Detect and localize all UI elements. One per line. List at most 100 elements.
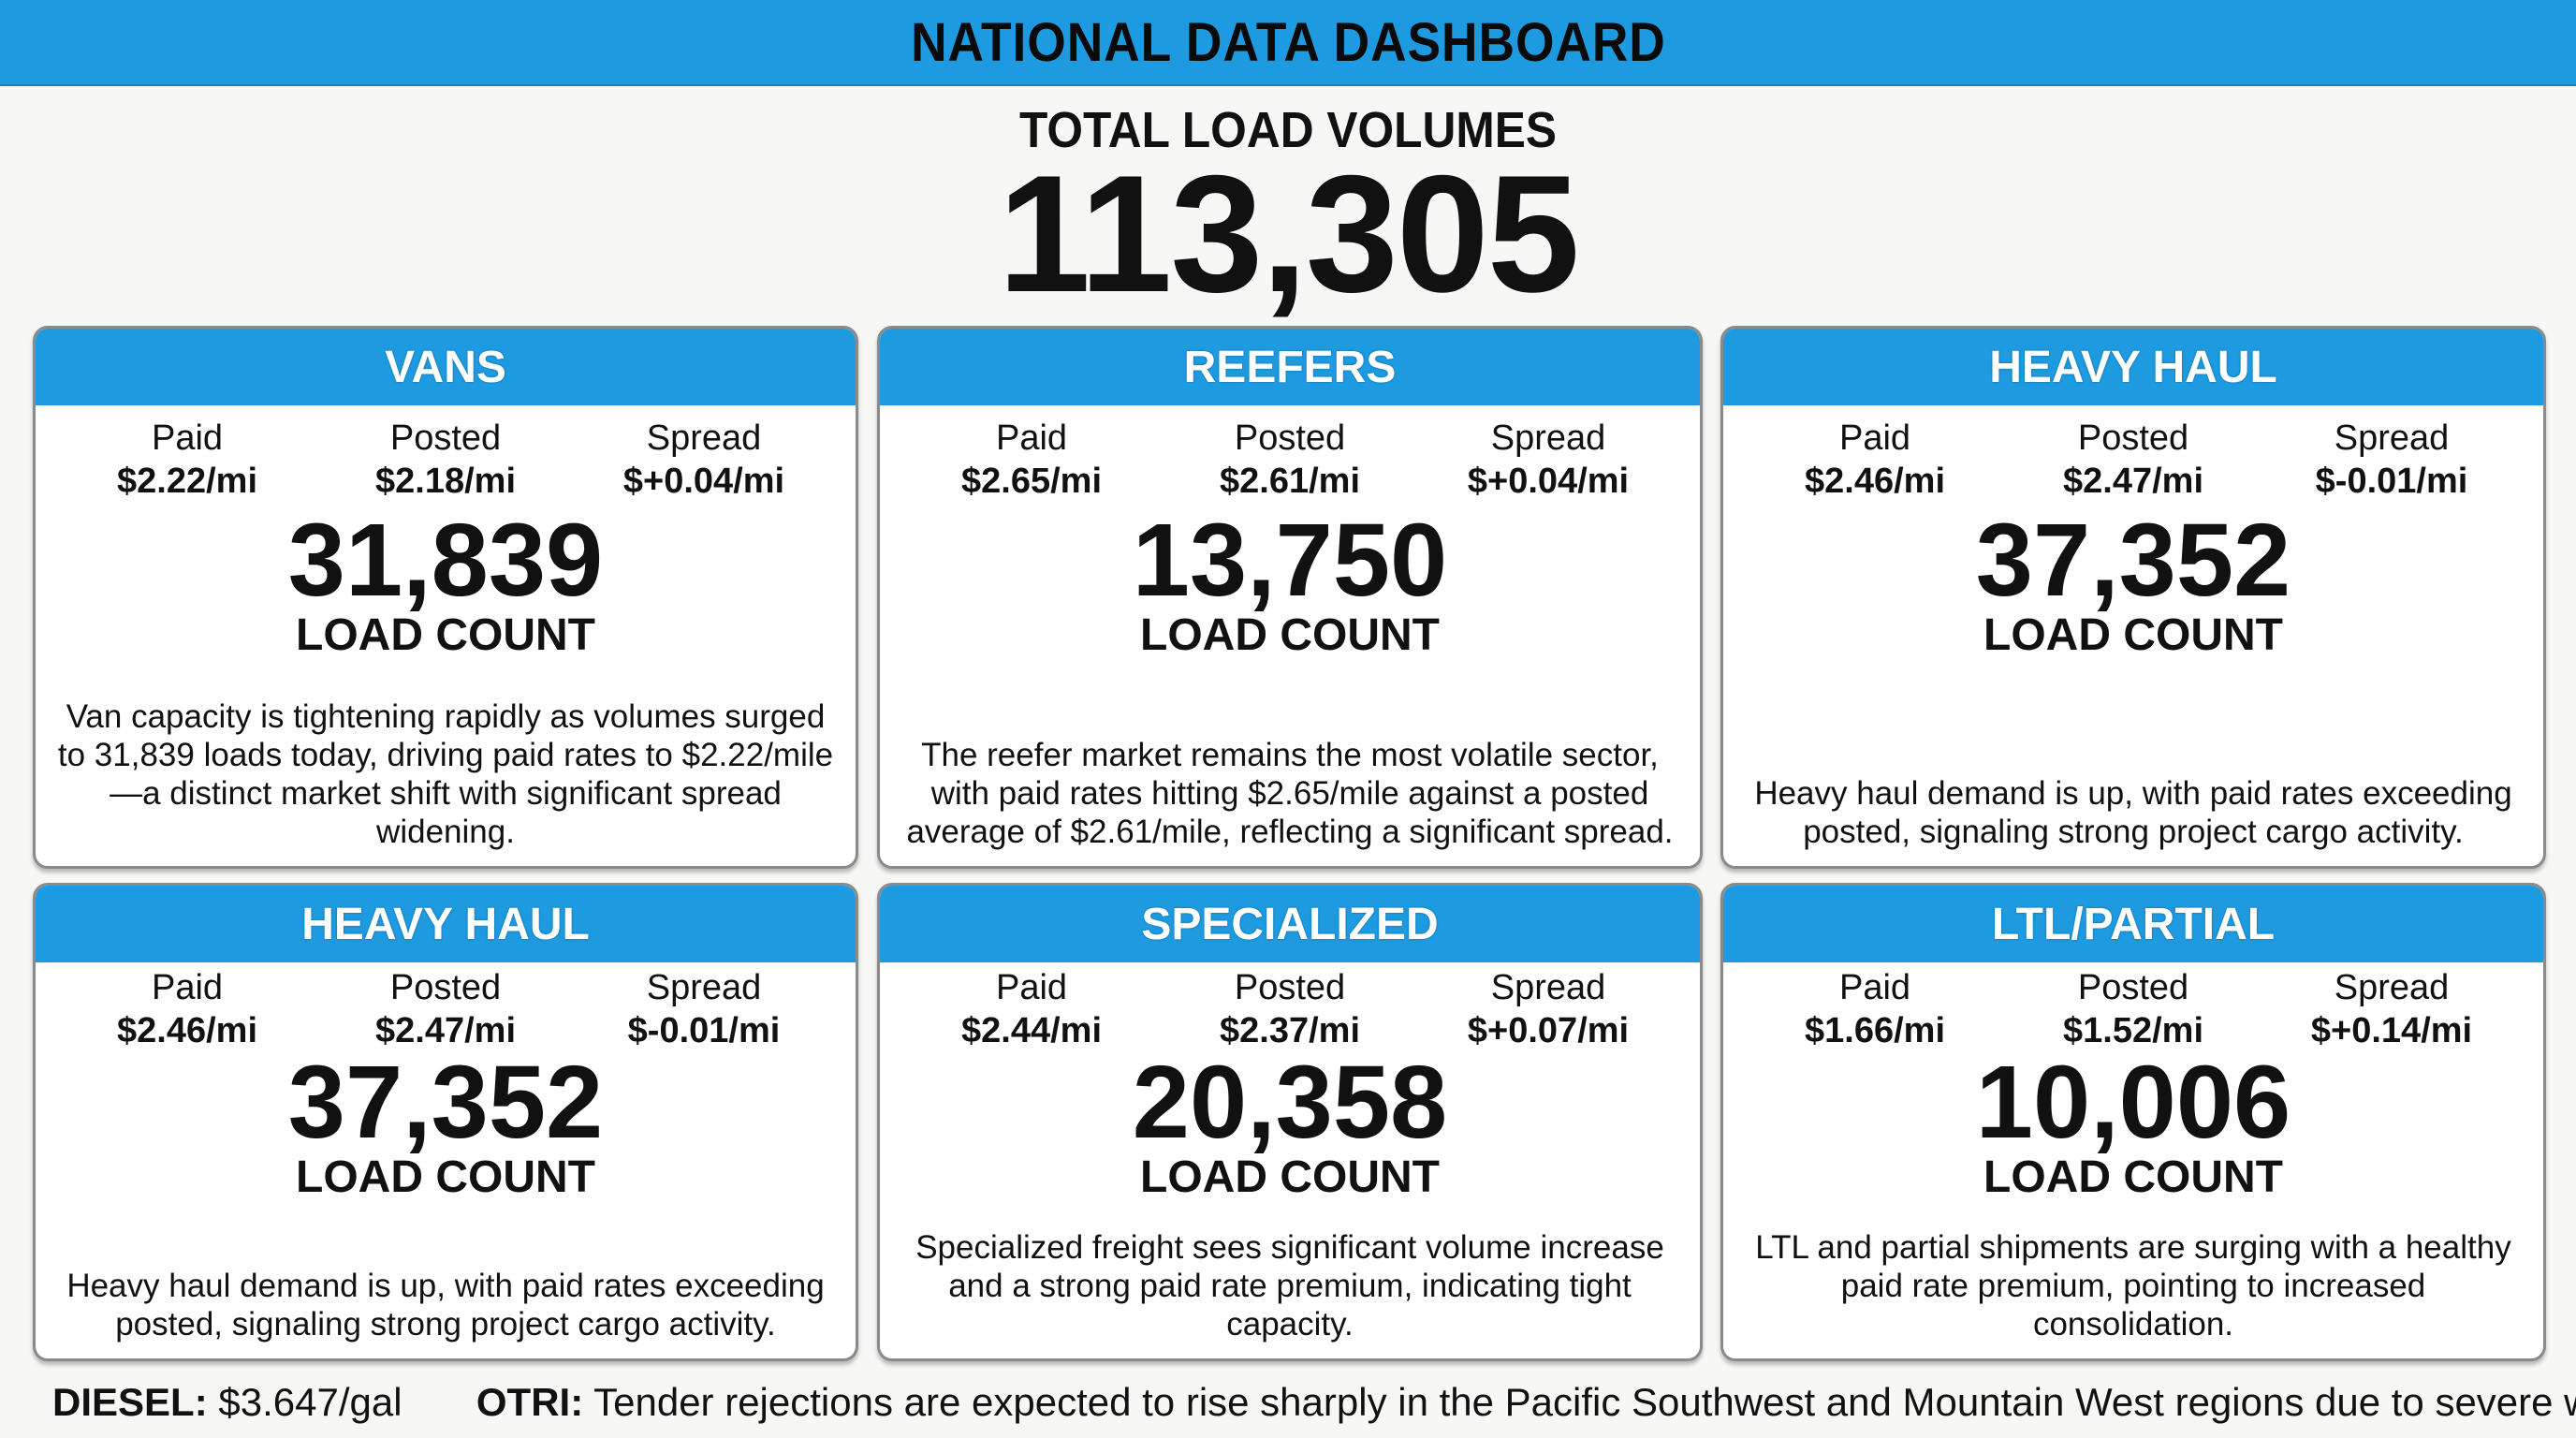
rate-metrics: Paid $1.66/mi Posted $1.52/mi Spread $+0.14…: [1723, 962, 2543, 1052]
posted-value: $2.47/mi: [375, 1011, 516, 1050]
spread-metric: Spread $-0.01/mi: [610, 966, 798, 1052]
posted-label: Posted: [1234, 418, 1346, 458]
load-count-label: LOAD COUNT: [296, 1152, 595, 1202]
spread-label: Spread: [2334, 418, 2450, 458]
rate-metrics: Paid $2.65/mi Posted $2.61/mi Spread $+0.04…: [880, 405, 1700, 503]
load-count-label: LOAD COUNT: [1983, 610, 2283, 660]
load-count-value: 37,352: [1975, 503, 2291, 618]
card-title: HEAVY HAUL: [301, 899, 590, 949]
paid-value: $2.22/mi: [117, 462, 257, 501]
spread-value: $-0.01/mi: [627, 1011, 781, 1050]
load-count-value: 31,839: [287, 503, 604, 618]
card-header: HEAVY HAUL: [1723, 329, 2543, 405]
load-count-label: LOAD COUNT: [1140, 610, 1440, 660]
card-title: REEFERS: [1183, 342, 1397, 392]
spread-label: Spread: [2334, 968, 2450, 1007]
posted-value: $2.61/mi: [1220, 462, 1360, 501]
load-count-value: 13,750: [1132, 503, 1448, 618]
spread-value: $+0.14/mi: [2310, 1011, 2473, 1050]
card-description: Specialized freight sees significant vol…: [915, 1229, 1664, 1343]
dashboard-title: NATIONAL DATA DASHBOARD: [910, 11, 1666, 73]
card-description: LTL and partial shipments are surging wi…: [1755, 1229, 2511, 1343]
posted-metric: Posted $2.37/mi: [1196, 966, 1383, 1052]
paid-label: Paid: [995, 968, 1068, 1007]
header-bar: NATIONAL DATA DASHBOARD: [0, 0, 2576, 86]
paid-value: $2.46/mi: [1805, 462, 1945, 501]
spread-label: Spread: [1490, 968, 1606, 1007]
paid-value: $2.46/mi: [117, 1011, 257, 1050]
paid-metric: Paid $2.46/mi: [94, 966, 281, 1052]
spread-label: Spread: [646, 418, 762, 458]
paid-value: $2.44/mi: [961, 1011, 1102, 1050]
card-header: VANS: [36, 329, 856, 405]
card-description: The reefer market remains the most volat…: [906, 737, 1674, 850]
spread-value: $+0.04/mi: [1467, 462, 1630, 501]
card-description: Van capacity is tightening rapidly as vo…: [57, 698, 834, 850]
posted-metric: Posted $1.52/mi: [2040, 966, 2227, 1052]
posted-label: Posted: [1234, 968, 1346, 1007]
posted-value: $2.37/mi: [1220, 1011, 1360, 1050]
posted-label: Posted: [389, 968, 502, 1007]
card-title: VANS: [385, 342, 506, 392]
rate-metrics: Paid $2.22/mi Posted $2.18/mi Spread $+0.04…: [36, 405, 856, 503]
paid-value: $2.65/mi: [961, 462, 1102, 501]
spread-metric: Spread $+0.04/mi: [610, 417, 798, 503]
posted-value: $2.47/mi: [2063, 462, 2203, 501]
otri-label: OTRI:: [476, 1380, 584, 1424]
rate-metrics: Paid $2.46/mi Posted $2.47/mi Spread $-0.01…: [1723, 405, 2543, 503]
card-description: Heavy haul demand is up, with paid rates…: [1754, 775, 2512, 850]
paid-label: Paid: [1838, 418, 1911, 458]
posted-label: Posted: [2077, 418, 2189, 458]
spread-value: $+0.04/mi: [622, 462, 785, 501]
card-header: SPECIALIZED: [880, 886, 1700, 962]
load-count-value: 37,352: [287, 1045, 604, 1160]
spread-value: $+0.07/mi: [1467, 1011, 1630, 1050]
load-count-label: LOAD COUNT: [1983, 1152, 2283, 1202]
load-count-value: 20,358: [1132, 1045, 1448, 1160]
total-load-volumes-label: TOTAL LOAD VOLUMES: [1018, 102, 1558, 158]
spread-metric: Spread $+0.14/mi: [2298, 966, 2485, 1052]
spread-metric: Spread $+0.04/mi: [1455, 417, 1642, 503]
paid-value: $1.66/mi: [1805, 1011, 1945, 1050]
spread-metric: Spread $+0.07/mi: [1455, 966, 1642, 1052]
paid-metric: Paid $2.46/mi: [1781, 417, 1969, 503]
posted-metric: Posted $2.47/mi: [352, 966, 539, 1052]
card-header: REEFERS: [880, 329, 1700, 405]
card-header: LTL/PARTIAL: [1723, 886, 2543, 962]
card-title: LTL/PARTIAL: [1991, 899, 2276, 949]
paid-metric: Paid $2.44/mi: [938, 966, 1125, 1052]
posted-metric: Posted $2.61/mi: [1196, 417, 1383, 503]
otri-text: Tender rejections are expected to rise s…: [593, 1380, 2576, 1424]
paid-metric: Paid $1.66/mi: [1781, 966, 1969, 1052]
card-heavy-haul: HEAVY HAUL Paid $2.46/mi Posted $2.47/mi S…: [1720, 326, 2546, 869]
paid-label: Paid: [1838, 968, 1911, 1007]
spread-value: $-0.01/mi: [2315, 462, 2468, 501]
load-count-value: 10,006: [1975, 1045, 2291, 1160]
rate-metrics: Paid $2.44/mi Posted $2.37/mi Spread $+0.07…: [880, 962, 1700, 1052]
diesel-value: $3.647/gal: [218, 1380, 402, 1424]
posted-label: Posted: [2077, 968, 2189, 1007]
card-vans: VANS Paid $2.22/mi Posted $2.18/mi Spread $…: [33, 326, 858, 869]
total-load-volumes-value: 113,305: [998, 140, 1580, 327]
card-title: SPECIALIZED: [1141, 899, 1439, 949]
spread-label: Spread: [646, 968, 762, 1007]
paid-metric: Paid $2.65/mi: [938, 417, 1125, 503]
paid-metric: Paid $2.22/mi: [94, 417, 281, 503]
load-count-label: LOAD COUNT: [296, 610, 595, 660]
spread-metric: Spread $-0.01/mi: [2298, 417, 2485, 503]
spread-label: Spread: [1490, 418, 1606, 458]
card-specialized: SPECIALIZED Paid $2.44/mi Posted $2.37/mi …: [877, 883, 1703, 1361]
card-reefers: REEFERS Paid $2.65/mi Posted $2.61/mi Spre…: [877, 326, 1703, 869]
diesel-label: DIESEL:: [52, 1380, 208, 1424]
posted-metric: Posted $2.47/mi: [2040, 417, 2227, 503]
rate-metrics: Paid $2.46/mi Posted $2.47/mi Spread $-0.01…: [36, 962, 856, 1052]
card-ltl-partial: LTL/PARTIAL Paid $1.66/mi Posted $1.52/mi …: [1720, 883, 2546, 1361]
load-count-label: LOAD COUNT: [1140, 1152, 1440, 1202]
paid-label: Paid: [995, 418, 1068, 458]
posted-value: $1.52/mi: [2063, 1011, 2203, 1050]
footer-ticker: DIESEL: $3.647/gal OTRI: Tender rejectio…: [52, 1376, 2576, 1429]
card-description: Heavy haul demand is up, with paid rates…: [66, 1268, 825, 1343]
card-heavy-haul-2: HEAVY HAUL Paid $2.46/mi Posted $2.47/mi S…: [33, 883, 858, 1361]
paid-label: Paid: [151, 418, 224, 458]
posted-value: $2.18/mi: [375, 462, 516, 501]
